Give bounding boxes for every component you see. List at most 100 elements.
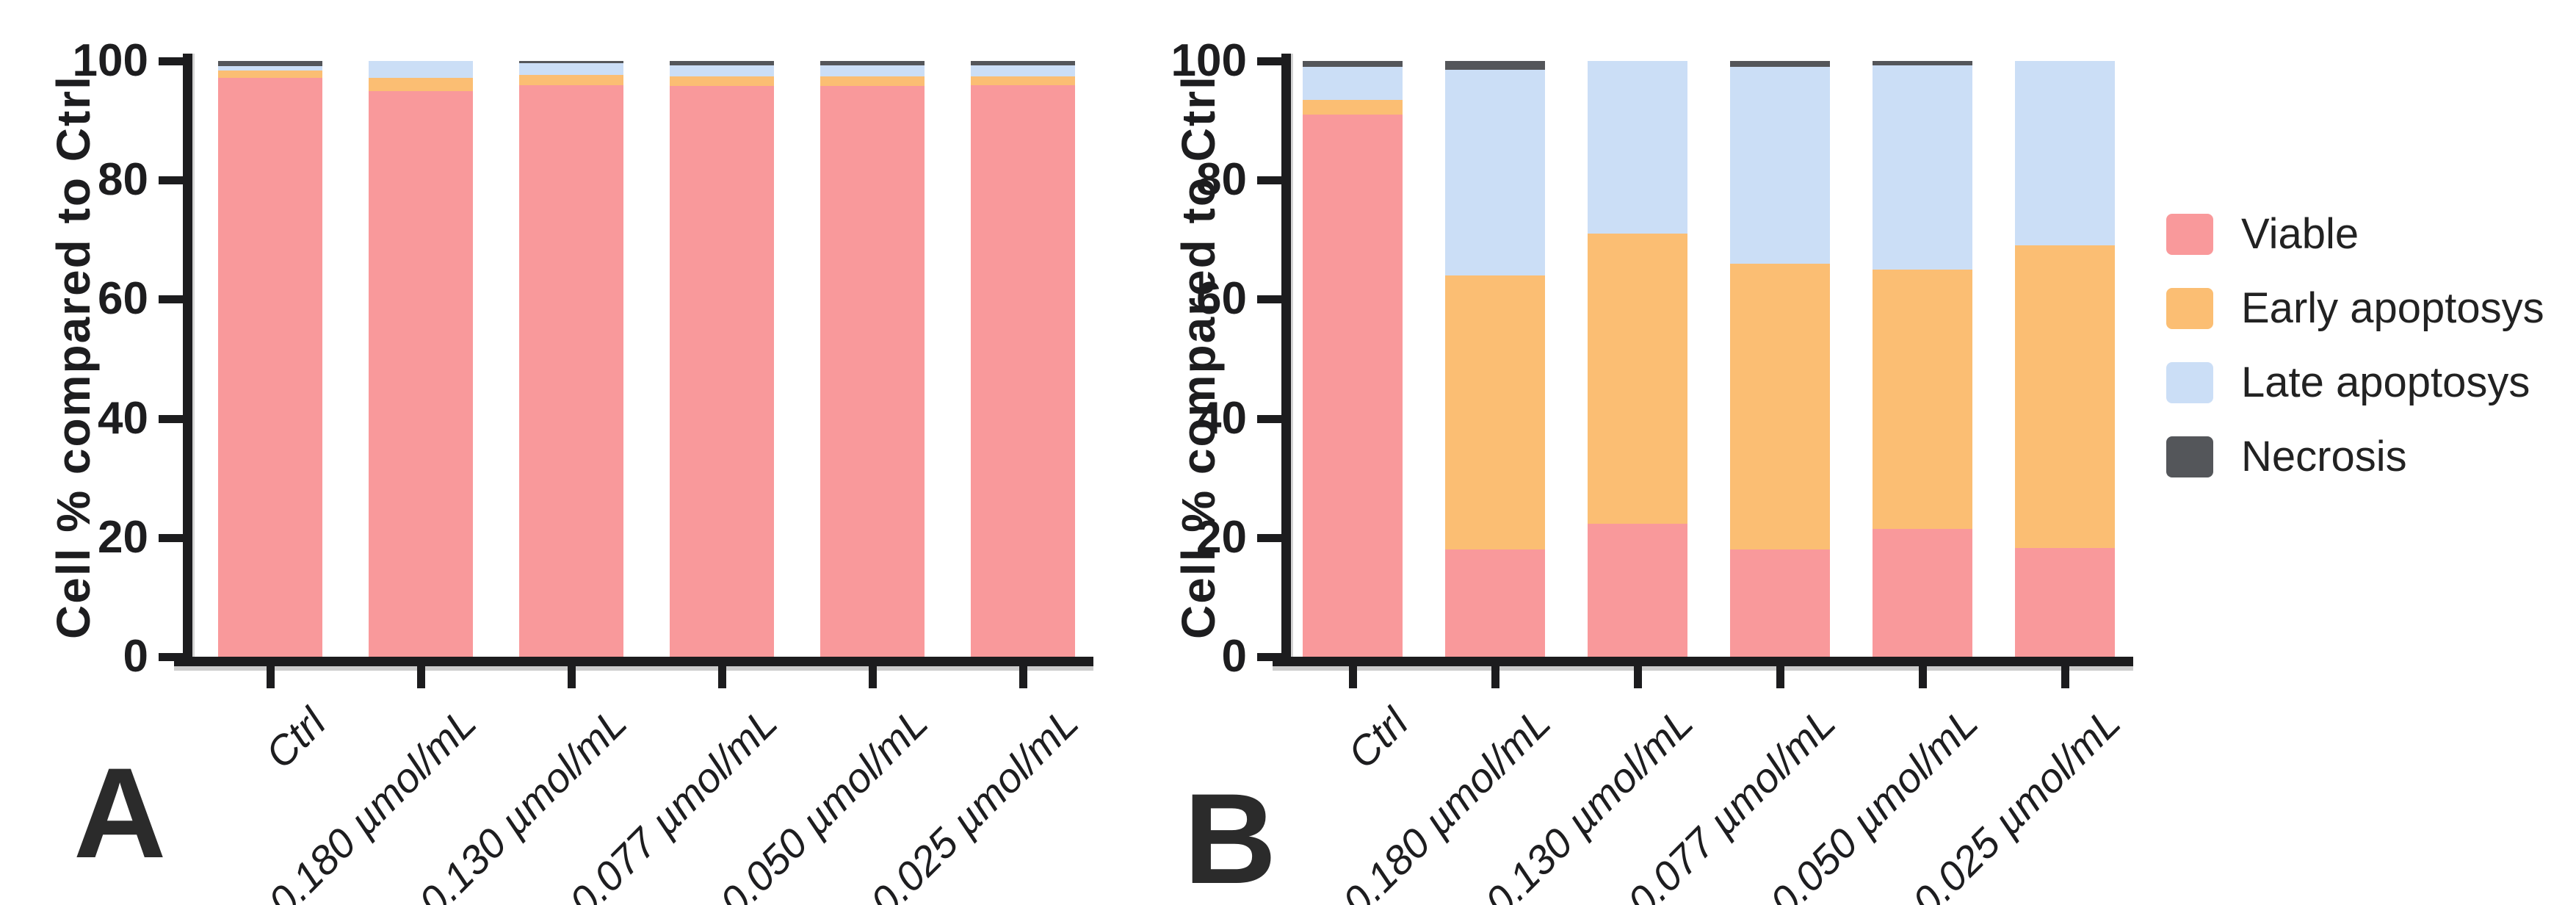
legend-label: Late apoptosys <box>2241 358 2530 406</box>
bar-stack-ctrl <box>1303 61 1403 657</box>
y-tick <box>1257 533 1281 542</box>
segment-early-apoptosys <box>1445 275 1545 550</box>
segment-early-apoptosys <box>820 76 925 87</box>
legend-label: Viable <box>2241 210 2359 258</box>
y-tick-label: 0 <box>1221 631 1247 682</box>
segment-necrosis <box>519 61 623 64</box>
bar-stack-0-077-mol-ml <box>1730 61 1830 657</box>
segment-early-apoptosys <box>1730 263 1830 550</box>
segment-viable <box>1303 115 1403 657</box>
bar-stack-0-180-mol-ml <box>1445 61 1545 657</box>
bar-stack-0-130-mol-ml <box>519 61 623 657</box>
segment-necrosis <box>820 61 925 65</box>
segment-late-apoptosys <box>1303 67 1403 100</box>
segment-late-apoptosys <box>820 65 925 77</box>
segment-late-apoptosys <box>519 63 623 76</box>
segment-viable <box>2015 548 2115 657</box>
bar-stack-ctrl <box>218 61 322 657</box>
segment-necrosis <box>1445 61 1545 71</box>
segment-early-apoptosys <box>1588 234 1687 524</box>
segment-viable <box>1445 549 1545 657</box>
segment-viable <box>971 85 1075 657</box>
segment-viable <box>1588 524 1687 657</box>
x-tick <box>417 666 425 688</box>
x-tick <box>1919 666 1927 688</box>
late-apoptosys-swatch <box>2166 361 2213 403</box>
segment-late-apoptosys <box>369 61 473 78</box>
y-tick-label: 20 <box>98 511 148 563</box>
y-tick-label: 60 <box>98 273 148 325</box>
segment-early-apoptosys <box>369 77 473 91</box>
segment-late-apoptosys <box>971 65 1075 77</box>
x-tick <box>1349 666 1357 688</box>
segment-late-apoptosys <box>670 65 774 77</box>
bar-stack-0-050-mol-ml <box>820 61 925 657</box>
x-tick <box>2061 666 2069 688</box>
early-apoptosys-swatch <box>2166 287 2213 329</box>
legend-row-early-apoptosys: Early apoptosys <box>2166 284 2544 333</box>
y-tick <box>159 57 183 65</box>
segment-late-apoptosys <box>218 65 322 71</box>
viable-swatch <box>2166 213 2213 255</box>
x-tick <box>1019 666 1027 688</box>
x-axis-line <box>1273 657 2133 666</box>
segment-viable <box>1730 549 1830 657</box>
y-tick-label: 100 <box>72 35 148 86</box>
segment-late-apoptosys <box>2015 61 2115 246</box>
segment-late-apoptosys <box>1873 65 1972 270</box>
legend-row-viable: Viable <box>2166 209 2544 259</box>
segment-early-apoptosys <box>218 71 322 78</box>
y-tick <box>159 414 183 423</box>
segment-necrosis <box>1873 61 1972 65</box>
segment-viable <box>519 85 623 657</box>
segment-early-apoptosys <box>2015 245 2115 549</box>
segment-viable <box>1873 528 1972 657</box>
x-tick <box>718 666 726 688</box>
segment-necrosis <box>1303 61 1403 68</box>
segment-early-apoptosys <box>670 76 774 87</box>
bar-stack-0-077-mol-ml <box>670 61 774 657</box>
x-tick <box>1491 666 1499 688</box>
x-tick <box>869 666 877 688</box>
x-tick <box>267 666 275 688</box>
y-tick <box>1257 176 1281 185</box>
y-tick <box>159 176 183 185</box>
y-tick-label: 0 <box>123 631 148 682</box>
bar-stack-0-025-mol-ml <box>2015 61 2115 657</box>
segment-early-apoptosys <box>1303 99 1403 115</box>
segment-late-apoptosys <box>1445 70 1545 275</box>
y-tick <box>1257 414 1281 423</box>
y-tick <box>159 533 183 542</box>
y-tick-label: 40 <box>1196 392 1247 444</box>
x-axis-line <box>174 657 1093 666</box>
y-tick <box>159 295 183 304</box>
y-tick <box>1257 653 1281 661</box>
segment-necrosis <box>1730 61 1830 68</box>
segment-early-apoptosys <box>971 76 1075 86</box>
y-axis-title: Cell % compared to Ctrl <box>47 74 100 639</box>
y-axis-line <box>183 54 192 666</box>
y-axis-line <box>1281 54 1291 666</box>
segment-early-apoptosys <box>1873 269 1972 529</box>
y-tick <box>1257 295 1281 304</box>
panel-letter-b: B <box>1184 768 1277 905</box>
x-tick <box>568 666 576 688</box>
segment-late-apoptosys <box>1730 67 1830 264</box>
y-tick-label: 40 <box>98 392 148 444</box>
bar-stack-0-180-mol-ml <box>369 61 473 657</box>
legend-row-late-apoptosys: Late apoptosys <box>2166 358 2544 407</box>
segment-viable <box>670 86 774 657</box>
segment-late-apoptosys <box>1588 61 1687 234</box>
legend: Viable Early apoptosys Late apoptosys Necro… <box>2166 209 2544 481</box>
y-axis-title: Cell % compared to Ctrl <box>1172 74 1225 639</box>
y-tick-label: 80 <box>98 154 148 206</box>
segment-necrosis <box>218 61 322 66</box>
bar-stack-0-050-mol-ml <box>1873 61 1972 657</box>
bar-stack-0-025-mol-ml <box>971 61 1075 657</box>
y-tick <box>159 653 183 661</box>
legend-label: Necrosis <box>2241 433 2407 480</box>
x-tick <box>1634 666 1642 688</box>
legend-label: Early apoptosys <box>2241 284 2544 332</box>
segment-necrosis <box>670 61 774 65</box>
